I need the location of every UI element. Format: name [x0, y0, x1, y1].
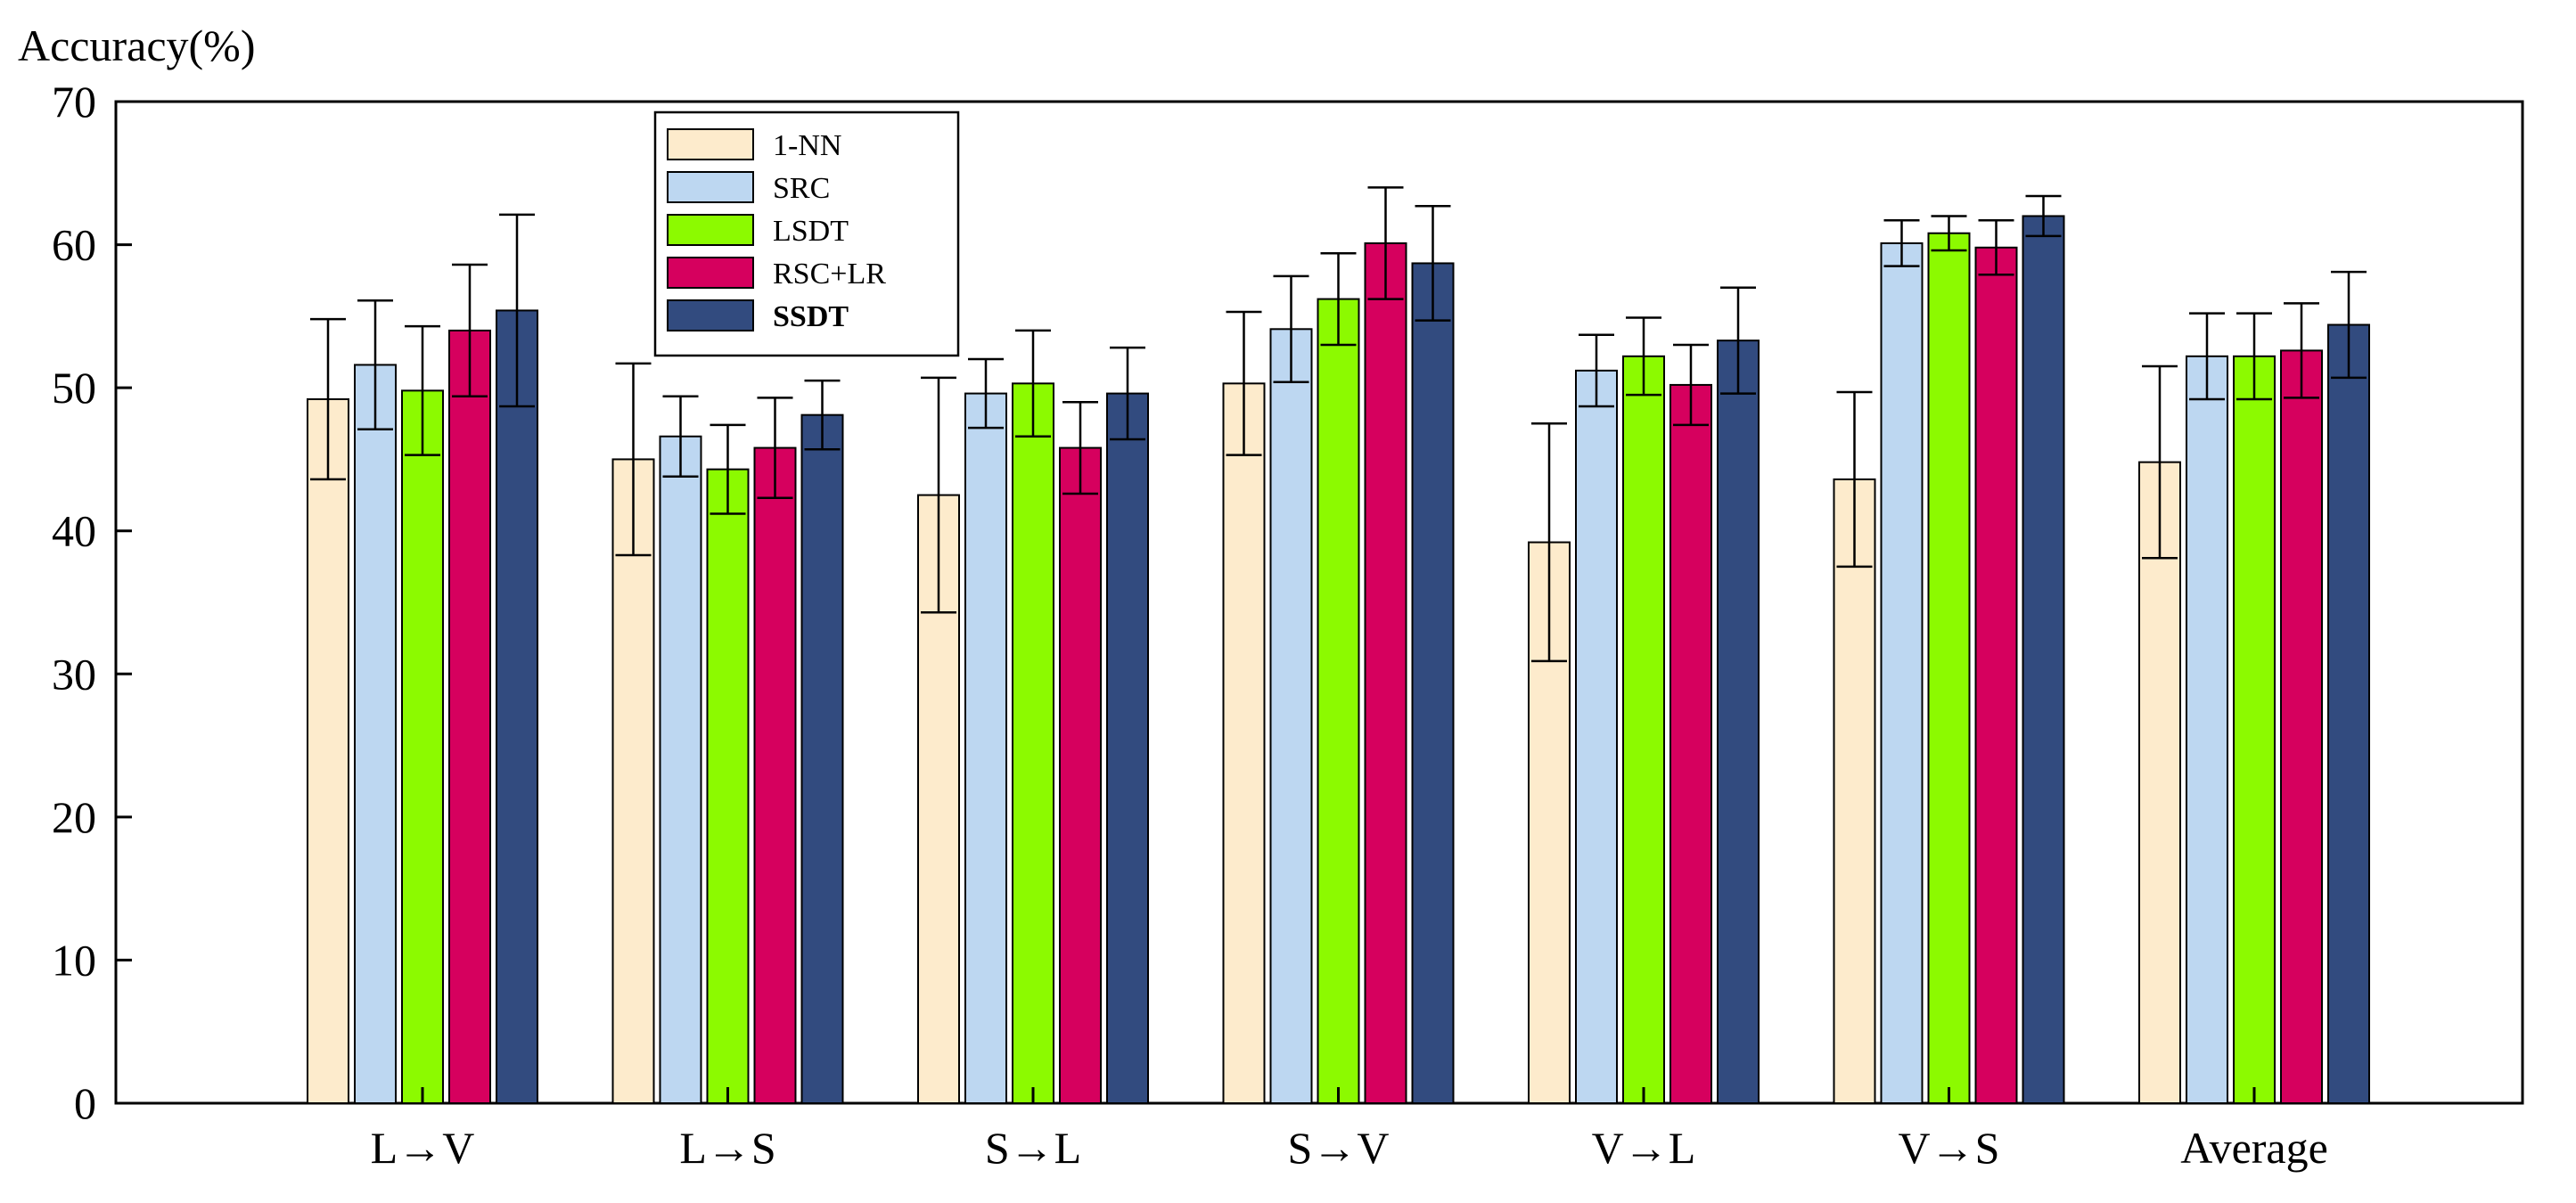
- bar-lsdt-1: [706, 468, 750, 1104]
- x-axis: L→V L→S S→L S→V V→L V→S Average: [371, 1087, 2328, 1173]
- bar-ssdt-3: [1411, 262, 1455, 1104]
- bar-rsc-lr-5: [1974, 246, 2018, 1105]
- bar-rsc-lr-3: [1364, 241, 1407, 1105]
- bar-1-nn-3: [1222, 382, 1266, 1104]
- legend-swatch: [667, 128, 754, 160]
- bar-lsdt-0: [401, 389, 444, 1104]
- legend-label: SRC: [773, 172, 830, 205]
- bar-ssdt-1: [800, 413, 844, 1104]
- bar-ssdt-6: [2327, 323, 2370, 1104]
- bar-lsdt-3: [1317, 298, 1360, 1104]
- bar-lsdt-6: [2233, 355, 2276, 1104]
- bar-lsdt-2: [1012, 382, 1054, 1104]
- bar-1-nn-5: [1833, 478, 1876, 1104]
- legend-label: RSC+LR: [773, 258, 886, 291]
- bars-group: [307, 186, 2370, 1105]
- legend-swatch: [667, 171, 754, 203]
- x-tick-label: L→S: [679, 1123, 775, 1173]
- y-tick-label: 0: [74, 1078, 96, 1128]
- bar-rsc-lr-0: [448, 329, 491, 1104]
- bar-rsc-lr-2: [1059, 446, 1102, 1104]
- bar-src-5: [1880, 241, 1924, 1105]
- y-axis: 0 10 20 30 40 50 60 70: [52, 77, 132, 1128]
- y-tick-label: 60: [52, 220, 96, 270]
- bar-lsdt-4: [1622, 355, 1665, 1104]
- bar-src-0: [354, 364, 397, 1104]
- legend: 1-NN SRC LSDT RSC+LR SSDT: [653, 110, 960, 357]
- legend-swatch: [667, 299, 754, 331]
- bar-src-4: [1575, 369, 1618, 1105]
- x-tick-label: L→V: [371, 1123, 475, 1173]
- bar-ssdt-0: [496, 309, 538, 1105]
- bar-ssdt-2: [1106, 392, 1149, 1104]
- bar-src-3: [1269, 328, 1313, 1104]
- legend-label: 1-NN: [773, 129, 841, 162]
- y-tick-label: 20: [52, 792, 96, 842]
- bar-src-2: [964, 392, 1007, 1104]
- x-tick-label: S→V: [1288, 1123, 1390, 1173]
- y-tick-label: 30: [52, 649, 96, 699]
- y-tick-label: 40: [52, 506, 96, 556]
- x-tick-label: V→L: [1592, 1123, 1696, 1173]
- x-tick-label: V→S: [1899, 1123, 2000, 1173]
- legend-label: LSDT: [773, 215, 849, 248]
- bar-1-nn-0: [307, 397, 349, 1104]
- bar-src-6: [2186, 355, 2228, 1104]
- x-tick-label: Average: [2180, 1123, 2328, 1173]
- bar-rsc-lr-6: [2280, 349, 2323, 1104]
- x-tick-label: S→L: [985, 1123, 1081, 1173]
- legend-swatch: [667, 214, 754, 246]
- bar-src-1: [659, 435, 702, 1105]
- y-axis-label: Accuracy(%): [18, 20, 255, 70]
- bar-ssdt-4: [1717, 340, 1760, 1104]
- y-tick-label: 50: [52, 363, 96, 413]
- legend-label: SSDT: [773, 300, 849, 333]
- legend-swatch: [667, 257, 754, 289]
- y-tick-label: 10: [52, 935, 96, 985]
- y-tick-label: 70: [52, 77, 96, 127]
- bar-rsc-lr-4: [1669, 383, 1712, 1104]
- bar-rsc-lr-1: [753, 446, 797, 1104]
- bar-1-nn-6: [2138, 461, 2181, 1104]
- bar-lsdt-5: [1927, 232, 1971, 1104]
- bar-ssdt-5: [2022, 215, 2065, 1104]
